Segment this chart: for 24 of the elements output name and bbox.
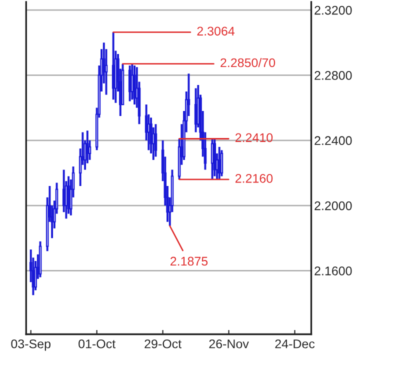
x-tick-label: 26-Nov <box>209 339 249 348</box>
annotation: 2.1875 <box>170 256 208 266</box>
x-tick-label: 01-Oct <box>78 339 116 348</box>
y-tick-label: 2.2800 <box>314 71 352 80</box>
annotation: 2.2410 <box>235 133 273 142</box>
candlestick <box>67 175 70 215</box>
candlestick <box>112 31 115 101</box>
candlestick <box>194 87 198 134</box>
y-tick-label: 2.1600 <box>314 266 352 276</box>
y-tick-label: 2.3200 <box>314 6 352 15</box>
y-tick-label: 2.2400 <box>314 136 352 146</box>
annotation: 2.2160 <box>235 174 273 183</box>
candlestick <box>210 138 214 180</box>
candlestick <box>218 146 221 180</box>
annotation: 2.3064 <box>197 26 235 36</box>
x-tick-label: 03-Sep <box>11 339 50 351</box>
x-tick-label: 29-Oct <box>144 339 182 348</box>
candlestick <box>220 149 224 178</box>
annotation: 2.2850/70 <box>220 58 276 68</box>
candlestick <box>154 123 158 158</box>
candlestick <box>128 64 132 102</box>
x-tick-label: 24-Dec <box>275 339 315 348</box>
candlestick <box>133 64 136 106</box>
y-tick-label: 2.2000 <box>314 201 352 210</box>
